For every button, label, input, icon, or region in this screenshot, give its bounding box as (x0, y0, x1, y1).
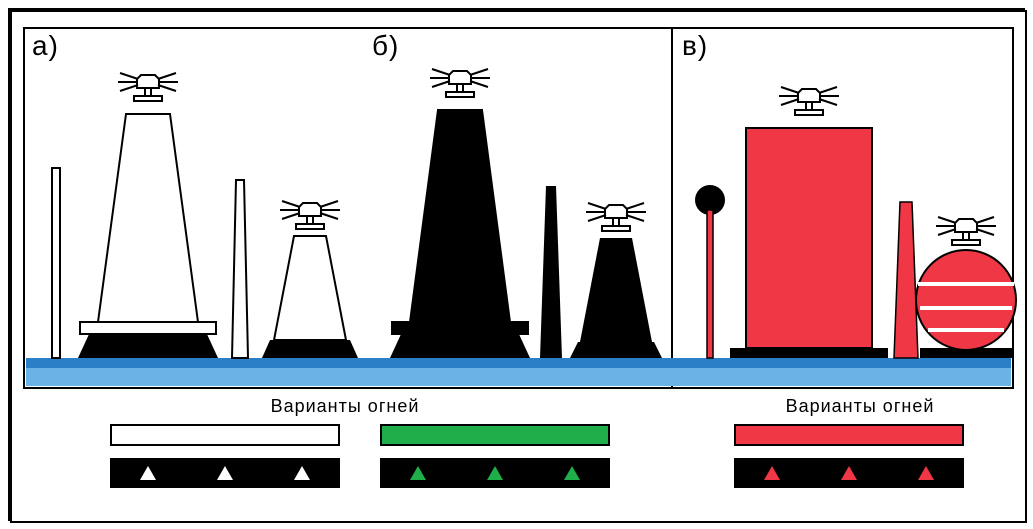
caption-ab: Варианты огней (220, 396, 470, 417)
flash-triangle (564, 466, 580, 480)
label-a: а) (32, 30, 59, 62)
flash-triangle (487, 466, 503, 480)
label-c: в) (682, 30, 708, 62)
scene-svg (10, 10, 1027, 523)
caption-c: Варианты огней (750, 396, 970, 417)
flash-triangle (294, 466, 310, 480)
flash-triangle (217, 466, 233, 480)
flash-triangle (841, 466, 857, 480)
flash-triangle (410, 466, 426, 480)
diagram-frame: а) б) в) Варианты огней Варианты огней (8, 8, 1025, 521)
flash-triangle (140, 466, 156, 480)
label-b: б) (372, 30, 399, 62)
flash-strip-b (380, 458, 610, 488)
flash-strip-c (734, 458, 964, 488)
light-bar-a (110, 424, 340, 446)
light-bar-c (734, 424, 964, 446)
light-bar-b (380, 424, 610, 446)
flash-triangle (918, 466, 934, 480)
flash-strip-a (110, 458, 340, 488)
flash-triangle (764, 466, 780, 480)
